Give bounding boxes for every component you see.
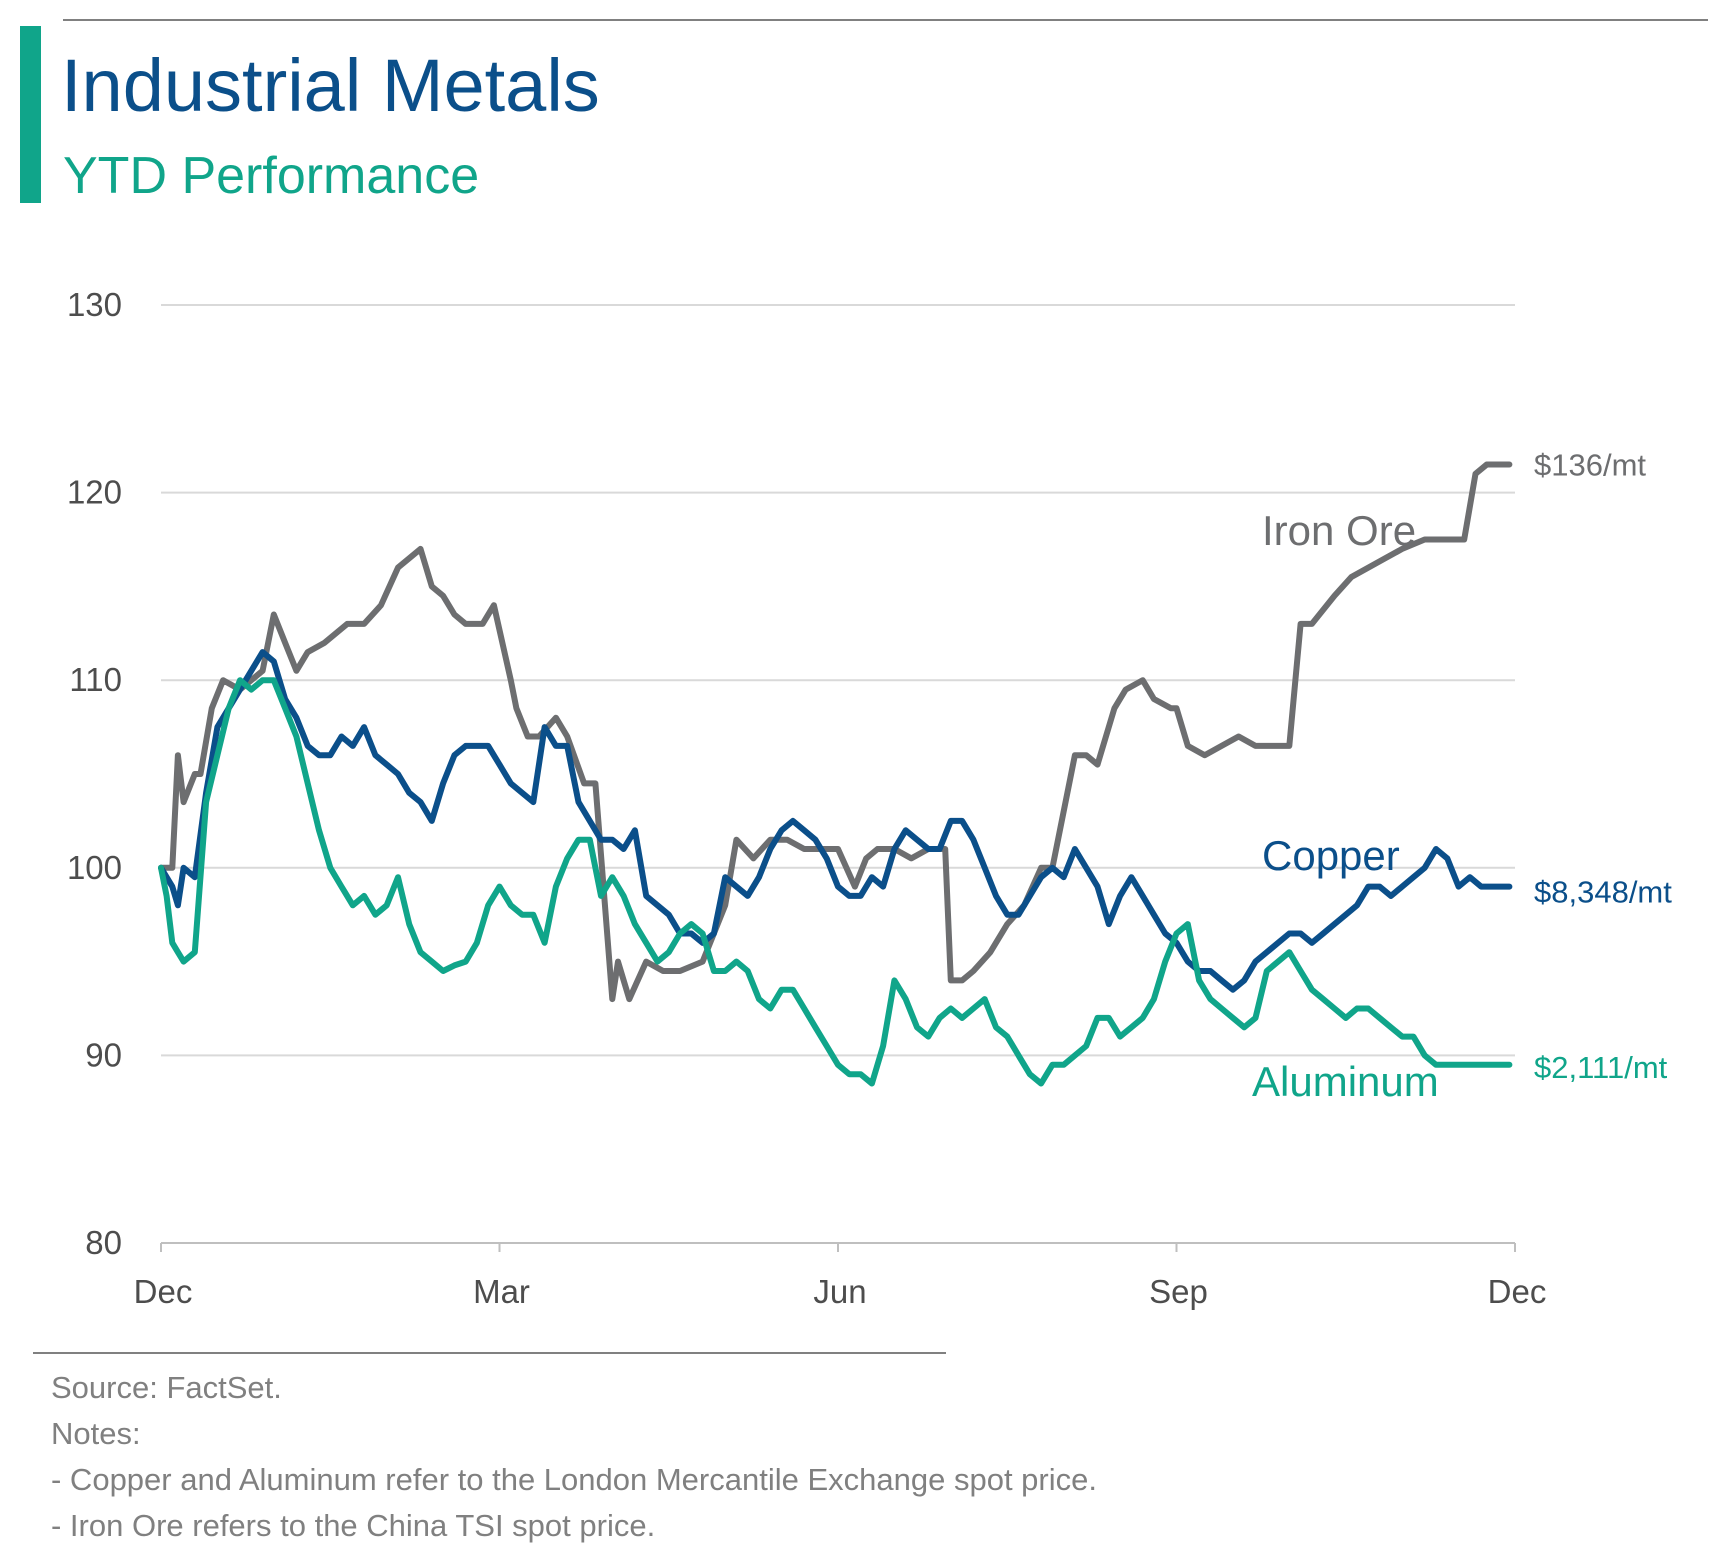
series-labels: Iron Ore $136/mt Copper $8,348/mt Aluminum $2… <box>1252 447 1672 1105</box>
y-tick-label: 80 <box>85 1224 122 1261</box>
series-label-iron-ore: Iron Ore <box>1262 507 1416 554</box>
grid-lines <box>161 304 1515 1057</box>
end-value-label-copper: $8,348/mt <box>1534 875 1672 910</box>
y-tick-label: 130 <box>67 286 122 323</box>
note-copper-aluminum: - Copper and Aluminum refer to the Londo… <box>51 1462 1097 1497</box>
chart-subtitle: YTD Performance <box>63 147 479 205</box>
series-lines <box>158 461 1513 1087</box>
x-tick-label: Dec <box>134 1273 193 1310</box>
y-tick-label: 120 <box>67 474 122 511</box>
x-tick-label: Mar <box>473 1273 530 1310</box>
notes-heading: Notes: <box>51 1416 141 1451</box>
series-label-aluminum: Aluminum <box>1252 1058 1439 1105</box>
x-axis-ticks: Dec Mar Jun Sep Dec <box>134 1243 1547 1310</box>
x-tick-label: Jun <box>813 1273 866 1310</box>
series-line-iron-ore <box>158 461 1513 1003</box>
end-value-label-iron-ore: $136/mt <box>1534 447 1646 482</box>
y-tick-label: 110 <box>69 661 122 698</box>
series-label-copper: Copper <box>1262 832 1400 879</box>
chart-title: Industrial Metals <box>61 44 600 127</box>
end-value-label-aluminum: $2,111/mt <box>1534 1050 1668 1085</box>
x-tick-label: Dec <box>1488 1273 1547 1310</box>
y-axis-ticks: 80 90 100 110 120 130 <box>67 286 122 1261</box>
series-line-copper <box>158 649 1513 993</box>
title-accent-bar <box>20 26 41 203</box>
x-tick-label: Sep <box>1149 1273 1208 1310</box>
note-iron-ore: - Iron Ore refers to the China TSI spot … <box>51 1508 655 1543</box>
source-note: Source: FactSet. <box>51 1370 282 1405</box>
y-tick-label: 90 <box>85 1036 122 1073</box>
series-line-aluminum <box>158 677 1513 1087</box>
y-tick-label: 100 <box>67 849 122 886</box>
